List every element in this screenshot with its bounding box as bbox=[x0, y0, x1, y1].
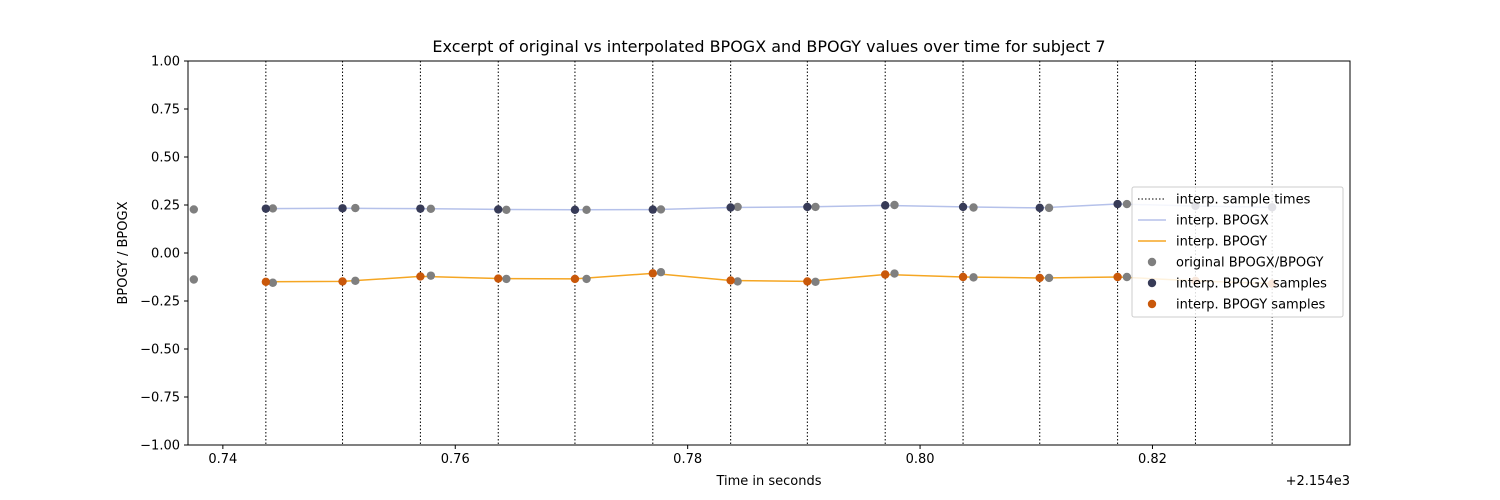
legend-entry: interp. sample times bbox=[1138, 193, 1311, 208]
point-interp-bpogy bbox=[261, 277, 271, 286]
point-interp-bpogy bbox=[416, 272, 425, 281]
legend-entry: interp. BPOGX samples bbox=[1147, 277, 1327, 292]
point-interp-bpogx bbox=[803, 202, 812, 212]
point-interp-bpogx bbox=[881, 201, 890, 210]
point-original-bpogy bbox=[582, 274, 591, 284]
legend-entry: interp. BPOGY bbox=[1138, 235, 1267, 250]
y-tick-label: 0.50 bbox=[151, 151, 180, 166]
point-original-bpogx bbox=[969, 203, 978, 212]
x-tick-label: 0.80 bbox=[906, 452, 935, 467]
point-interp-bpogx bbox=[648, 205, 657, 214]
point-interp-bpogx bbox=[570, 205, 580, 214]
point-original-bpogy bbox=[189, 275, 199, 284]
point-original-bpogx bbox=[1044, 203, 1054, 213]
point-original-bpogy bbox=[426, 271, 436, 280]
legend-label: interp. BPOGY bbox=[1176, 235, 1267, 250]
point-original-bpogx bbox=[189, 205, 199, 214]
point-original-bpogx bbox=[733, 202, 742, 212]
point-original-bpogy bbox=[1044, 273, 1054, 283]
x-axis-offset-label: +2.154e3 bbox=[1286, 474, 1350, 489]
point-original-bpogy bbox=[502, 274, 511, 284]
point-original-bpogx bbox=[1122, 199, 1132, 209]
point-interp-bpogy bbox=[648, 269, 657, 278]
point-interp-bpogx bbox=[1113, 199, 1122, 209]
point-original-bpogx bbox=[268, 204, 278, 213]
legend-swatch-marker bbox=[1147, 257, 1157, 267]
y-tick-label: −0.75 bbox=[140, 391, 180, 406]
legend-label: interp. BPOGX samples bbox=[1176, 277, 1327, 292]
y-tick-label: −0.25 bbox=[140, 295, 180, 310]
x-axis-title: Time in seconds bbox=[715, 474, 821, 489]
point-original-bpogx bbox=[811, 202, 820, 212]
legend-label: original BPOGX/BPOGY bbox=[1176, 256, 1323, 271]
point-original-bpogx bbox=[426, 204, 436, 214]
point-interp-bpogy bbox=[1035, 273, 1044, 283]
point-original-bpogy bbox=[268, 278, 278, 287]
legend-entry: original BPOGX/BPOGY bbox=[1147, 256, 1323, 271]
y-tick-label: 0.00 bbox=[151, 247, 180, 262]
point-original-bpogy bbox=[733, 277, 742, 286]
point-original-bpogy bbox=[890, 269, 899, 278]
point-original-bpogx bbox=[351, 203, 360, 213]
legend-label: interp. BPOGY samples bbox=[1176, 298, 1326, 313]
legend-entry: interp. BPOGX bbox=[1138, 214, 1269, 229]
legend-swatch-marker bbox=[1147, 299, 1157, 309]
point-interp-bpogx bbox=[261, 204, 271, 213]
point-original-bpogy bbox=[656, 268, 666, 277]
x-tick-label: 0.78 bbox=[673, 452, 702, 467]
y-axis-title: BPOGY / BPOGX bbox=[116, 201, 131, 304]
point-original-bpogy bbox=[969, 273, 978, 282]
point-interp-bpogy bbox=[570, 274, 580, 284]
legend-label: interp. BPOGX bbox=[1176, 214, 1269, 229]
y-tick-label: 1.00 bbox=[151, 55, 180, 70]
point-interp-bpogy bbox=[958, 272, 968, 282]
point-original-bpogx bbox=[502, 205, 511, 214]
x-tick-label: 0.82 bbox=[1138, 452, 1167, 467]
y-tick-label: −0.50 bbox=[140, 343, 180, 358]
point-interp-bpogy bbox=[1113, 272, 1122, 282]
point-interp-bpogy bbox=[494, 274, 503, 283]
y-tick-label: 0.25 bbox=[151, 199, 180, 214]
point-original-bpogx bbox=[890, 200, 899, 210]
point-interp-bpogy bbox=[726, 276, 735, 285]
point-interp-bpogx bbox=[1035, 203, 1044, 213]
point-original-bpogy bbox=[351, 276, 360, 286]
point-interp-bpogx bbox=[494, 205, 503, 214]
sample-time-lines bbox=[265, 61, 1273, 445]
point-interp-bpogy bbox=[803, 277, 812, 286]
point-interp-bpogx bbox=[726, 203, 735, 212]
x-tick-label: 0.74 bbox=[208, 452, 237, 467]
point-interp-bpogx bbox=[958, 202, 968, 212]
axes: 0.74 0.76 0.78 0.80 0.82 −1.00 −0.75 −0.50 −0.25… bbox=[140, 55, 1351, 467]
series-lines bbox=[265, 203, 1273, 285]
point-original-bpogx bbox=[656, 205, 666, 214]
point-interp-bpogx bbox=[338, 204, 347, 213]
point-interp-bpogx bbox=[416, 204, 425, 213]
legend: interp. sample times interp. BPOGX interp.… bbox=[1131, 186, 1344, 318]
x-tick-label: 0.76 bbox=[441, 452, 470, 467]
legend-swatch-marker bbox=[1147, 278, 1157, 288]
legend-entry: interp. BPOGY samples bbox=[1147, 298, 1326, 313]
point-interp-bpogy bbox=[338, 277, 347, 286]
legend-box bbox=[1131, 186, 1344, 318]
point-original-bpogy bbox=[811, 277, 820, 286]
point-interp-bpogy bbox=[881, 270, 890, 279]
point-original-bpogx bbox=[582, 205, 591, 214]
legend-label: interp. sample times bbox=[1176, 193, 1311, 208]
y-tick-label: 0.75 bbox=[151, 103, 180, 118]
y-tick-label: −1.00 bbox=[140, 439, 180, 454]
chart-title: Excerpt of original vs interpolated BPOG… bbox=[432, 37, 1105, 56]
point-original-bpogy bbox=[1122, 272, 1132, 282]
series-points bbox=[189, 199, 1277, 288]
